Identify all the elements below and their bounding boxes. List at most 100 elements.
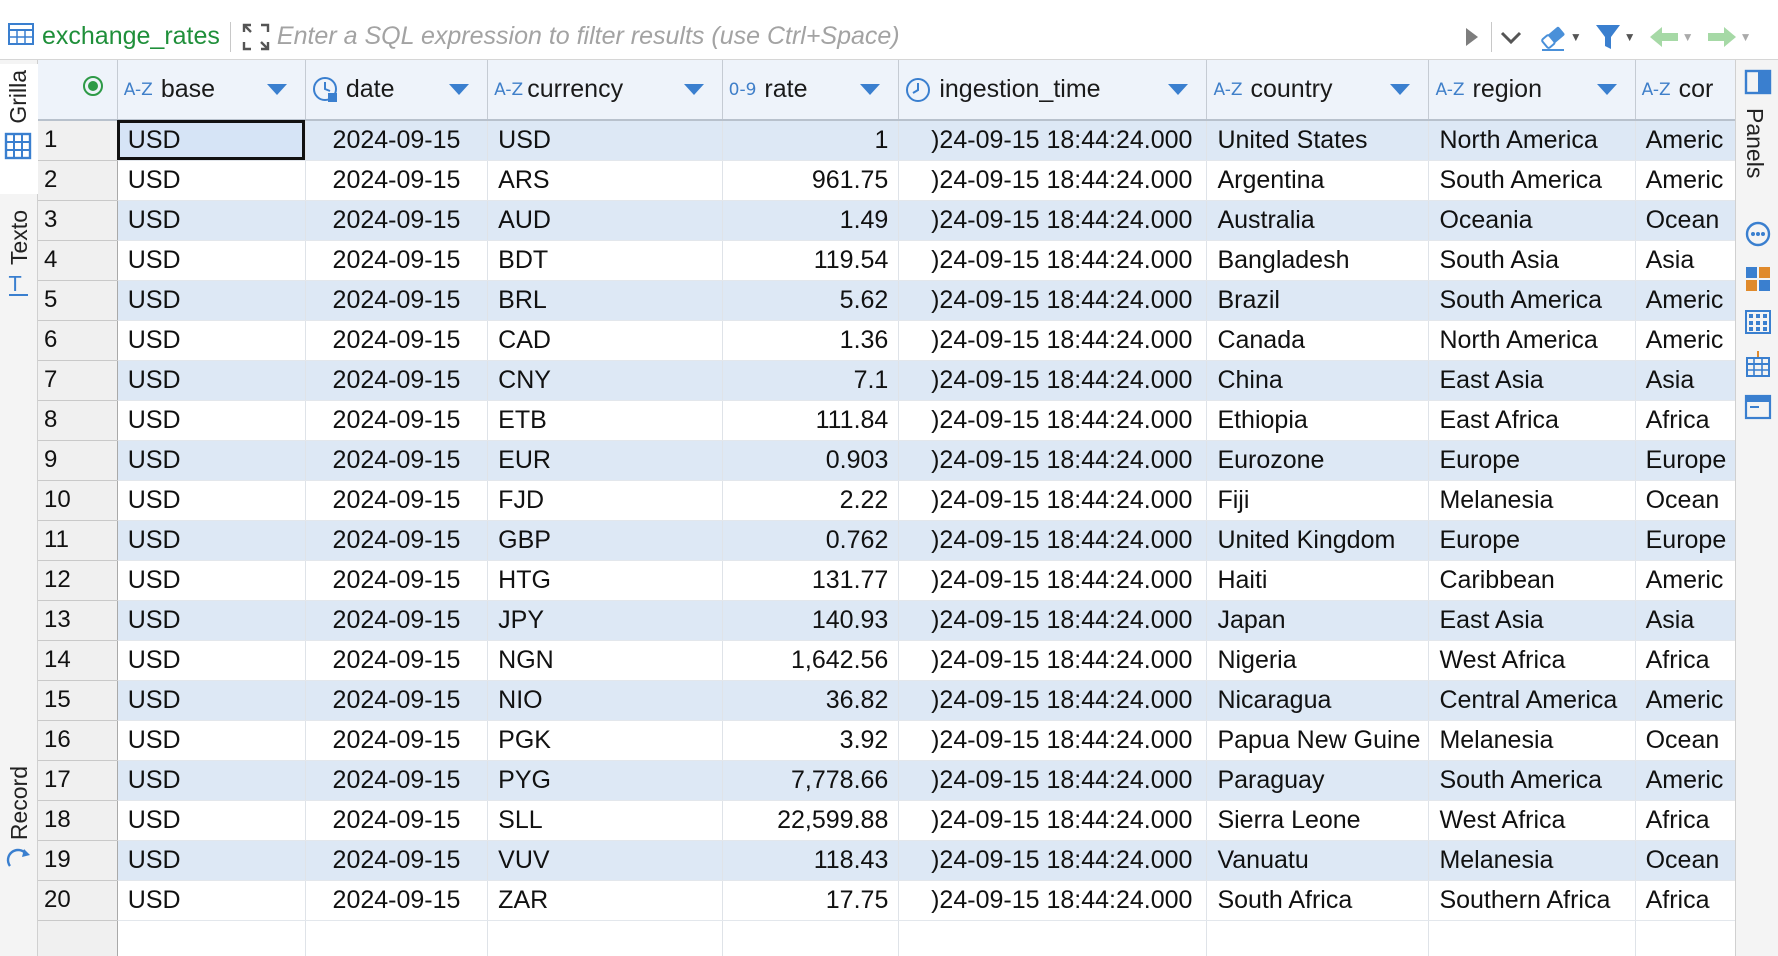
cell-continent[interactable]: Ocean — [1635, 720, 1735, 761]
cell-date[interactable]: 2024-09-15 — [305, 440, 489, 481]
cell-currency[interactable]: BRL — [487, 280, 723, 321]
cell-country[interactable]: Ethiopia — [1206, 400, 1430, 441]
cell-region[interactable]: Melanesia — [1428, 720, 1636, 761]
cell-continent[interactable]: Americ — [1635, 280, 1735, 321]
cell-date[interactable]: 2024-09-15 — [305, 160, 489, 201]
row-number-cell[interactable]: 9 — [38, 440, 118, 481]
metadata-grid-icon[interactable] — [1744, 308, 1772, 336]
cell-base[interactable]: USD — [117, 640, 306, 681]
column-menu-arrow-icon[interactable] — [449, 84, 470, 95]
cell-continent[interactable]: Africa — [1635, 880, 1735, 921]
row-number-cell[interactable]: 20 — [38, 880, 118, 921]
cell-date[interactable]: 2024-09-15 — [305, 880, 489, 921]
cell-region[interactable]: East Asia — [1428, 360, 1636, 401]
cell-date[interactable]: 2024-09-15 — [305, 800, 489, 841]
cell-rate[interactable]: 17.75 — [722, 880, 900, 921]
cell-currency[interactable]: ZAR — [487, 880, 723, 921]
cell-region[interactable]: South Asia — [1428, 240, 1636, 281]
row-number-cell[interactable]: 2 — [38, 160, 118, 201]
cell-currency[interactable]: ARS — [487, 160, 723, 201]
cell-country[interactable]: Sierra Leone — [1206, 800, 1430, 841]
cell-country[interactable]: Nicaragua — [1206, 680, 1430, 721]
table-row[interactable]: 11 USD 2024-09-15 GBP 0.762)24-09-15 18:44:2… — [38, 520, 1735, 561]
cell-country[interactable]: South Africa — [1206, 880, 1430, 921]
cell-currency[interactable]: SLL — [487, 800, 723, 841]
cell-region[interactable]: North America — [1428, 320, 1636, 361]
cell-currency[interactable]: CNY — [487, 360, 723, 401]
results-grid[interactable]: A-Z base date A-Z currency 0-9 rate ingesti… — [38, 60, 1735, 956]
cell-ingestion-time[interactable]: )24-09-15 18:44:24.000 — [898, 160, 1208, 201]
cell-rate[interactable]: 0.762 — [722, 520, 900, 561]
row-number-cell[interactable]: 4 — [38, 240, 118, 281]
cell-region[interactable]: West Africa — [1428, 800, 1636, 841]
cell-currency[interactable]: JPY — [487, 600, 723, 641]
cell-currency[interactable]: GBP — [487, 520, 723, 561]
column-menu-arrow-icon[interactable] — [683, 84, 704, 95]
cell-country[interactable]: Vanuatu — [1206, 840, 1430, 881]
table-row[interactable]: 12 USD 2024-09-15 HTG 131.77)24-09-15 18:44:… — [38, 560, 1735, 601]
column-header-country[interactable]: A-Z country — [1206, 60, 1430, 121]
column-menu-arrow-icon[interactable] — [1390, 84, 1411, 95]
cell-continent[interactable]: Ocean — [1635, 840, 1735, 881]
cell-continent[interactable]: Americ — [1635, 120, 1735, 161]
cell-country[interactable]: China — [1206, 360, 1430, 401]
cell-ingestion-time[interactable]: )24-09-15 18:44:24.000 — [898, 720, 1208, 761]
cell-base[interactable]: USD — [117, 440, 306, 481]
cell-currency[interactable]: VUV — [487, 840, 723, 881]
forward-button[interactable]: ▼ — [1706, 17, 1751, 57]
cell-continent[interactable]: Africa — [1635, 400, 1735, 441]
cell-date[interactable]: 2024-09-15 — [305, 200, 489, 241]
cell-date[interactable]: 2024-09-15 — [305, 840, 489, 881]
table-row[interactable]: 10 USD 2024-09-15 FJD 2.22)24-09-15 18:44:24… — [38, 480, 1735, 521]
table-row[interactable]: 17 USD 2024-09-15 PYG 7,778.66)24-09-15 18:4… — [38, 760, 1735, 801]
cell-continent[interactable]: Europe — [1635, 520, 1735, 561]
cell-date[interactable]: 2024-09-15 — [305, 520, 489, 561]
table-row[interactable]: 9 USD 2024-09-15 EUR 0.903)24-09-15 18:44:24… — [38, 440, 1735, 481]
cell-rate[interactable]: 5.62 — [722, 280, 900, 321]
table-row[interactable]: 15 USD 2024-09-15 NIO 36.82)24-09-15 18:44:2… — [38, 680, 1735, 721]
row-number-cell[interactable]: 13 — [38, 600, 118, 641]
row-number-cell[interactable]: 12 — [38, 560, 118, 601]
table-row[interactable]: 7 USD 2024-09-15 CNY 7.1)24-09-15 18:44:24.0… — [38, 360, 1735, 401]
cell-rate[interactable]: 1.49 — [722, 200, 900, 241]
cell-date[interactable]: 2024-09-15 — [305, 640, 489, 681]
cell-base[interactable]: USD — [117, 320, 306, 361]
tab-record[interactable]: Record — [0, 760, 38, 956]
cell-base[interactable]: USD — [117, 520, 306, 561]
cell-country[interactable]: Papua New Guine — [1206, 720, 1430, 761]
filter-menu-button[interactable]: ▼ — [1594, 17, 1636, 57]
cell-region[interactable]: East Africa — [1428, 400, 1636, 441]
cell-region[interactable]: West Africa — [1428, 640, 1636, 681]
cell-base[interactable]: USD — [117, 800, 306, 841]
cell-base[interactable]: USD — [117, 760, 306, 801]
cell-rate[interactable]: 119.54 — [722, 240, 900, 281]
cell-rate[interactable]: 22,599.88 — [722, 800, 900, 841]
cell-rate[interactable]: 1 — [722, 120, 900, 161]
cell-country[interactable]: Nigeria — [1206, 640, 1430, 681]
row-number-cell[interactable]: 7 — [38, 360, 118, 401]
cell-currency[interactable]: HTG — [487, 560, 723, 601]
cell-continent[interactable]: Ocean — [1635, 480, 1735, 521]
table-row[interactable]: 5 USD 2024-09-15 BRL 5.62)24-09-15 18:44:24.… — [38, 280, 1735, 321]
table-row[interactable]: 3 USD 2024-09-15 AUD 1.49)24-09-15 18:44:24.… — [38, 200, 1735, 241]
cell-region[interactable]: North America — [1428, 120, 1636, 161]
cell-region[interactable]: Caribbean — [1428, 560, 1636, 601]
cell-ingestion-time[interactable]: )24-09-15 18:44:24.000 — [898, 520, 1208, 561]
cell-ingestion-time[interactable]: )24-09-15 18:44:24.000 — [898, 560, 1208, 601]
cell-ingestion-time[interactable]: )24-09-15 18:44:24.000 — [898, 240, 1208, 281]
cell-date[interactable]: 2024-09-15 — [305, 240, 489, 281]
cell-region[interactable]: Central America — [1428, 680, 1636, 721]
cell-rate[interactable]: 36.82 — [722, 680, 900, 721]
row-number-cell[interactable]: 19 — [38, 840, 118, 881]
cell-region[interactable]: South America — [1428, 160, 1636, 201]
cell-currency[interactable]: EUR — [487, 440, 723, 481]
cell-currency[interactable]: USD — [487, 120, 723, 161]
clear-filter-button[interactable]: ▼ — [1538, 17, 1582, 57]
cell-country[interactable]: Haiti — [1206, 560, 1430, 601]
cell-continent[interactable]: Americ — [1635, 760, 1735, 801]
table-row[interactable]: 18 USD 2024-09-15 SLL 22,599.88)24-09-15 18:… — [38, 800, 1735, 841]
cell-country[interactable]: United States — [1206, 120, 1430, 161]
cell-region[interactable]: South America — [1428, 760, 1636, 801]
cell-rate[interactable]: 1.36 — [722, 320, 900, 361]
cell-currency[interactable]: PGK — [487, 720, 723, 761]
